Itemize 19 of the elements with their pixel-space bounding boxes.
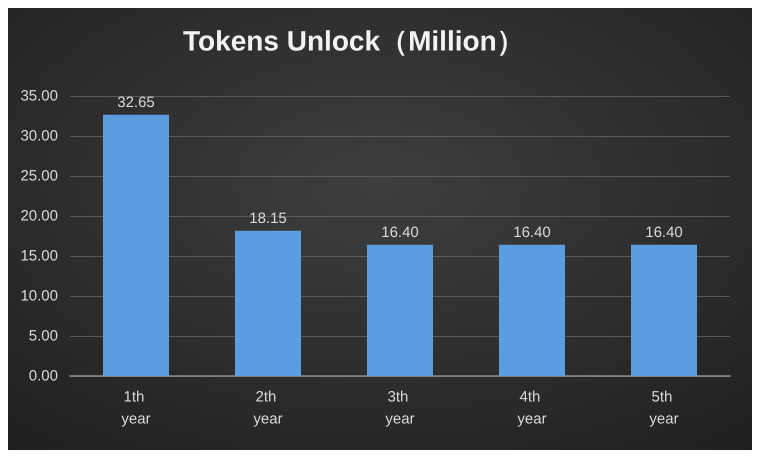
y-tick-label: 10.00	[20, 288, 58, 304]
data-label: 16.40	[645, 224, 683, 241]
data-label: 32.65	[117, 94, 155, 111]
x-tick-label: 2th year	[253, 388, 283, 428]
y-tick-label: 25.00	[20, 168, 58, 184]
y-tick-label: 5.00	[28, 328, 58, 344]
y-tick-label: 15.00	[20, 248, 58, 264]
x-tick-label: 5th year	[649, 388, 679, 428]
chart-title: Tokens Unlock（Million）	[183, 26, 525, 56]
x-tick-label: 1th year	[121, 388, 151, 428]
data-label: 16.40	[513, 224, 551, 241]
y-tick-label: 0.00	[28, 368, 58, 384]
y-tick-label: 20.00	[20, 208, 58, 224]
y-tick-label: 30.00	[20, 128, 58, 144]
x-tick-label: 4th year	[517, 388, 547, 428]
y-tick-label: 35.00	[20, 88, 58, 104]
x-tick-label: 3th year	[385, 388, 415, 428]
data-label: 18.15	[249, 210, 287, 227]
data-label: 16.40	[381, 224, 419, 241]
